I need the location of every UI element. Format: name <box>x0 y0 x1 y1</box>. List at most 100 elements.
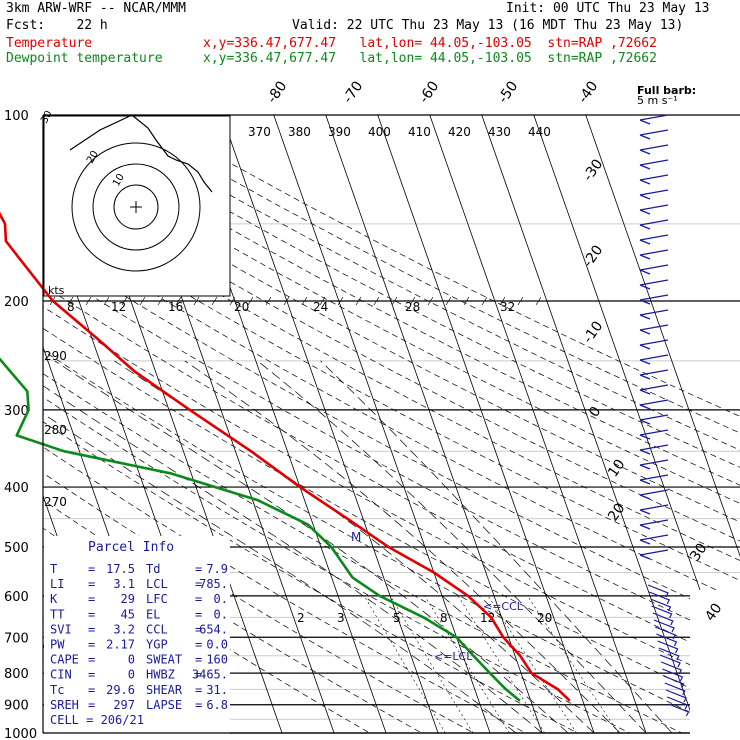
dry-adiabat <box>43 115 526 733</box>
model-title: 3km ARW-WRF -- NCAR/MMM <box>6 1 187 16</box>
parcel-info-eq: = <box>195 698 202 712</box>
parcel-info-label: SWEAT <box>146 653 182 667</box>
hodograph-tick <box>391 296 398 306</box>
parcel-info-value: 3.2 <box>113 622 135 636</box>
dewpoint-location: x,y=336.47,677.47 lat,lon= 44.05,-103.05… <box>203 51 657 66</box>
dry-adiabat <box>43 115 740 733</box>
hodograph-speed-label: 16 <box>168 300 183 314</box>
theta-label: 390 <box>328 125 351 139</box>
isotherm-label: -20 <box>580 242 606 270</box>
wind-barb <box>639 159 669 170</box>
parcel-info-label: SHEAR <box>146 683 183 697</box>
temperature-legend-label: Temperature <box>6 36 93 51</box>
parcel-info-label: YGP <box>146 638 168 652</box>
parcel-info-eq: = <box>195 683 202 697</box>
temperature-location: x,y=336.47,677.47 lat,lon= 44.05,-103.05… <box>203 36 657 51</box>
parcel-info-label: PW <box>50 638 65 652</box>
parcel-info-value: 17.5 <box>106 562 135 576</box>
wind-barb <box>639 339 669 350</box>
hodograph-tick <box>67 296 74 306</box>
theta-label: 410 <box>408 125 431 139</box>
wind-barb <box>639 459 669 470</box>
hodograph-tick <box>85 296 92 306</box>
pressure-label: 700 <box>4 631 29 646</box>
parcel-info-eq: = <box>195 653 202 667</box>
parcel-info-eq: = <box>195 622 202 636</box>
moist-adiabat <box>184 360 621 733</box>
parcel-info-label: K <box>50 592 58 606</box>
parcel-info-eq: = <box>195 607 202 621</box>
dry-adiabat <box>43 115 682 733</box>
theta-label: 270 <box>44 495 67 509</box>
dry-adiabat <box>43 115 734 733</box>
wind-barb <box>639 144 669 155</box>
mixing-ratio-line <box>364 595 446 733</box>
moist-adiabat <box>320 360 673 733</box>
parcel-info-value: 0. <box>214 592 228 606</box>
hodograph-ring <box>71 142 201 272</box>
pressure-label: 800 <box>4 667 29 682</box>
dry-adiabat <box>118 115 740 733</box>
parcel-info-value: 0 <box>128 653 135 667</box>
hodograph-tick <box>373 296 380 306</box>
isotherm-label: 20 <box>605 501 628 525</box>
pressure-label: 100 <box>4 109 29 124</box>
wind-barb <box>650 598 672 612</box>
isotherm-line <box>533 115 740 733</box>
theta-label: 280 <box>44 423 67 437</box>
pressure-label: 300 <box>4 404 29 419</box>
wind-barb <box>639 474 669 485</box>
hodograph-tick <box>175 296 182 306</box>
pressure-label: 500 <box>4 541 29 556</box>
parcel-info-value: 45 <box>121 607 135 621</box>
parcel-info-value: 3465. <box>192 668 228 682</box>
wind-barb <box>660 661 683 675</box>
parcel-info-eq: = <box>88 577 95 591</box>
hodograph-tick <box>157 296 164 306</box>
parcel-info-value: 6.8 <box>206 698 228 712</box>
parcel-info-label: EL <box>146 607 160 621</box>
isotherm-line <box>377 115 595 733</box>
dewpoint-legend-label: Dewpoint temperature <box>6 51 163 66</box>
temperature-profile <box>0 211 571 702</box>
parcel-info-label: TT <box>50 607 64 621</box>
theta-label: 380 <box>288 125 311 139</box>
mixing-ratio-label: 8 <box>440 611 448 625</box>
wind-barb <box>639 219 669 230</box>
wind-barb <box>639 264 669 275</box>
wind-barb <box>639 549 669 560</box>
moist-adiabat <box>43 360 543 733</box>
mixed-level-marker: M <box>351 530 361 544</box>
parcel-info-eq: = <box>88 653 95 667</box>
wind-barb <box>659 654 681 668</box>
pressure-label: 1000 <box>4 727 37 740</box>
isotherm-label: -30 <box>580 156 606 184</box>
ccl-marker: <=CCL <box>483 600 524 613</box>
parcel-info-eq: = <box>195 577 202 591</box>
hodograph-tick <box>265 296 272 306</box>
parcel-info-value: 785. <box>199 577 228 591</box>
mixing-ratio-label: 3 <box>337 611 345 625</box>
wind-barb <box>663 675 685 689</box>
wind-barb <box>639 534 669 545</box>
hodograph-tick <box>499 296 506 306</box>
wind-barb <box>668 703 690 717</box>
isotherm-line <box>273 115 491 733</box>
theta-label: 440 <box>528 125 551 139</box>
hodograph-tick <box>463 296 470 306</box>
hodograph-tick <box>229 296 236 306</box>
dry-adiabat <box>43 115 740 733</box>
dry-adiabat <box>43 115 740 733</box>
mixing-ratio-line <box>424 595 510 733</box>
mixing-ratio-label: 5 <box>393 611 401 625</box>
parcel-info-eq: = <box>88 683 95 697</box>
wind-barb <box>648 591 671 605</box>
valid-time: Valid: 22 UTC Thu 23 May 13 (16 MDT Thu … <box>292 18 684 33</box>
wind-barb <box>639 129 669 140</box>
wind-barb <box>653 619 675 633</box>
dry-adiabat <box>43 115 740 733</box>
wind-barb <box>639 444 669 455</box>
forecast-hour: Fcst: 22 h <box>6 18 108 33</box>
hodograph-ring <box>113 184 159 230</box>
